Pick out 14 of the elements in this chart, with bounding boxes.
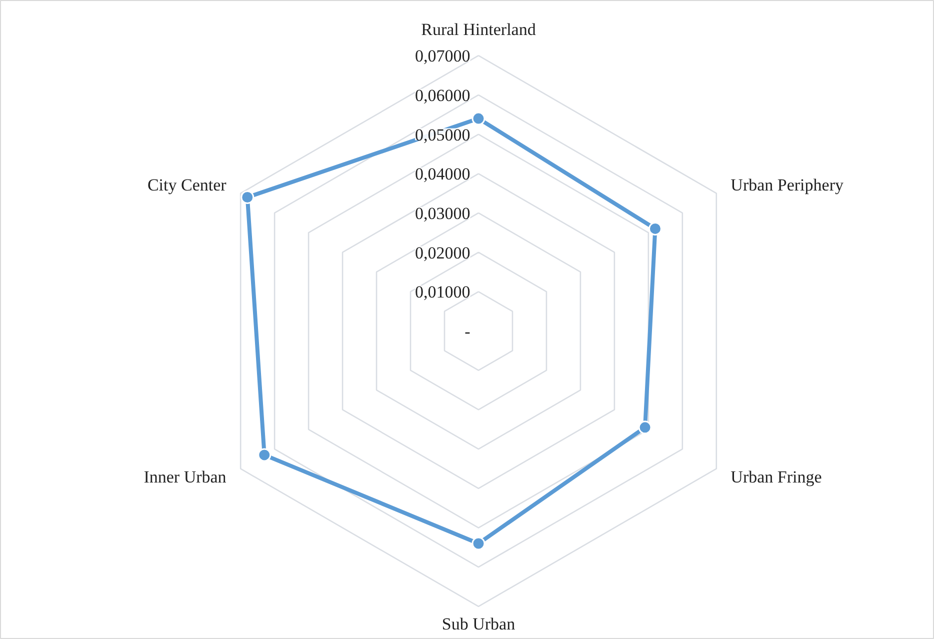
y-tick-label: 0,07000 (414, 46, 470, 66)
y-tick-label: 0,01000 (414, 282, 470, 302)
spoke-label: Urban Periphery (730, 176, 844, 195)
spoke-label: Inner Urban (144, 467, 227, 486)
y-tick-label: 0,02000 (414, 243, 470, 262)
y-tick-label: 0,03000 (414, 204, 470, 223)
y-tick-label: 0,05000 (414, 125, 470, 144)
spoke-label: Urban Fringe (730, 467, 822, 486)
y-tick-label: 0,04000 (414, 164, 470, 184)
spoke-label: Rural Hinterland (421, 20, 536, 40)
spoke-label: Sub Urban (442, 614, 516, 634)
y-tick-label: - (464, 322, 471, 342)
y-tick-label: 0,06000 (414, 86, 470, 105)
spoke-label: City Center (147, 176, 227, 195)
